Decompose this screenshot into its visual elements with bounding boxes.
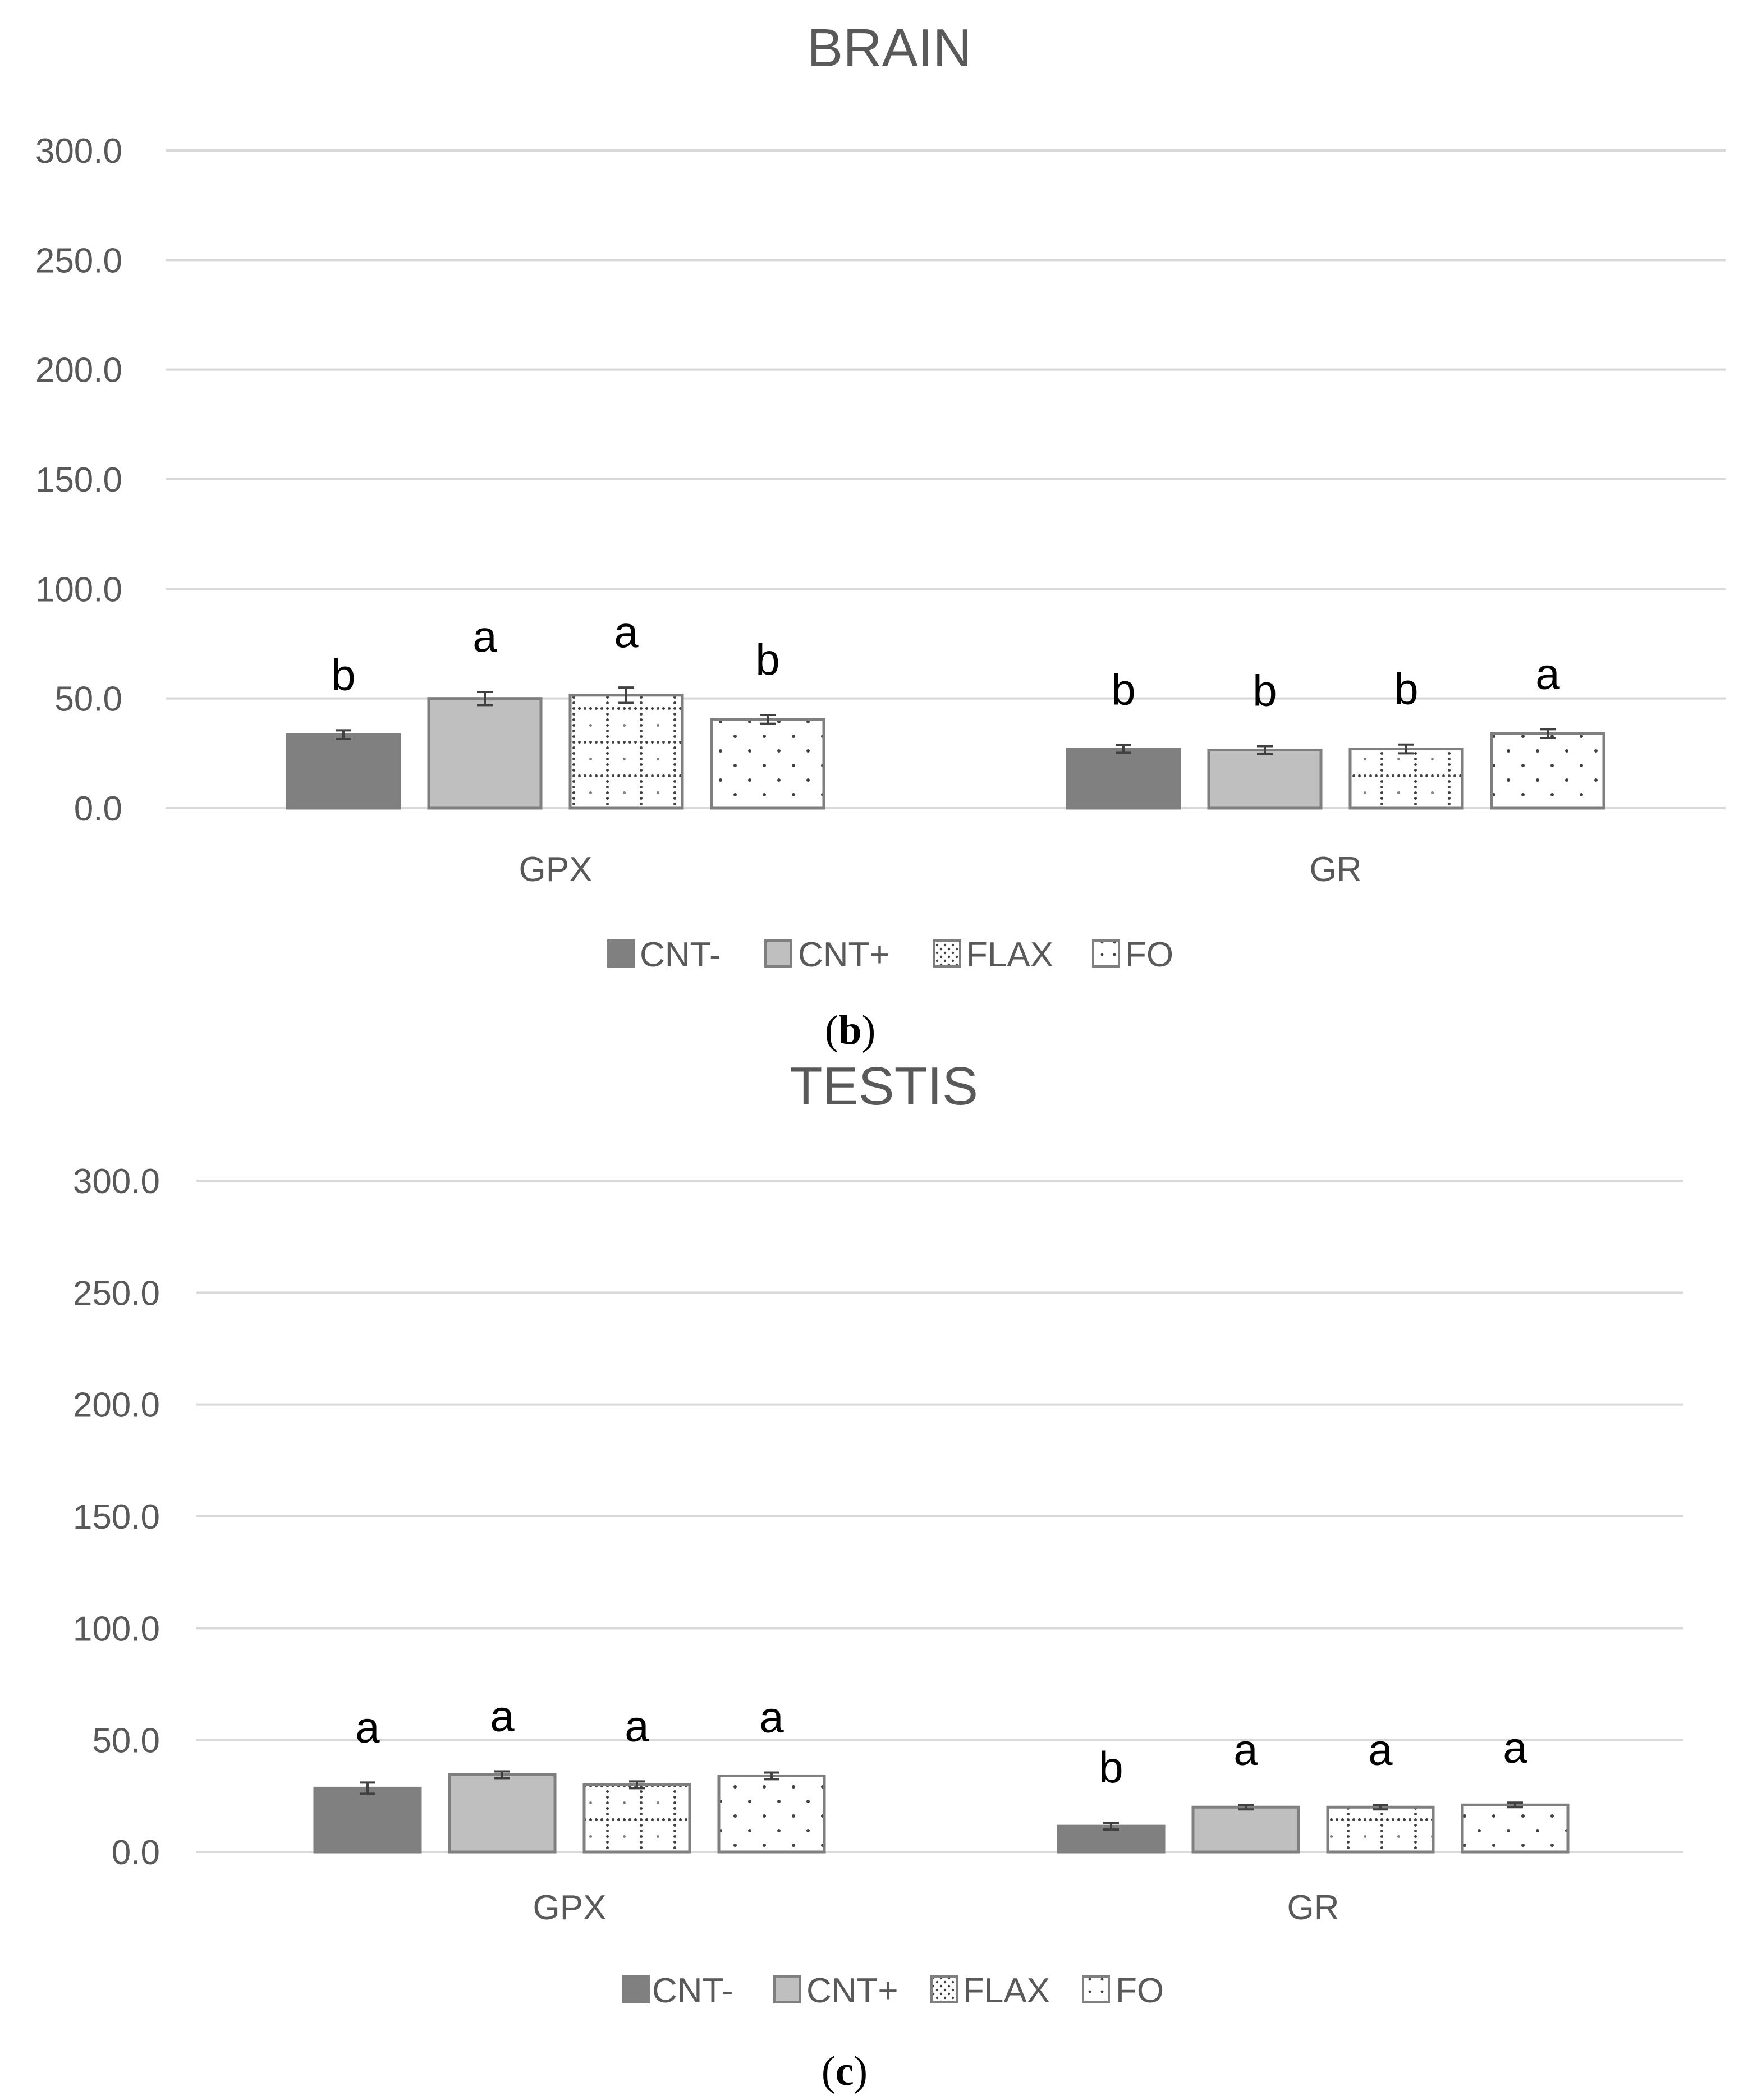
y-tick-label: 150.0 (35, 461, 122, 499)
panel-label-open-paren: ( (825, 1007, 839, 1053)
chart-testis: TESTIS 0.0 50.0 100.0 150.0 200.0 250.0 300.0 a a… (73, 1056, 1683, 2094)
bar (1066, 748, 1181, 810)
legend-swatch (1082, 1975, 1110, 2003)
significance-letter: b (1111, 664, 1135, 714)
legend-label: FO (1116, 1971, 1164, 2010)
significance-letter: a (355, 1702, 380, 1751)
significance-letter: b (1394, 664, 1418, 714)
x-category-label: GR (1287, 1888, 1339, 1927)
y-tick-label: 50.0 (92, 1722, 160, 1760)
legend-label: FLAX (966, 936, 1053, 974)
legend-swatch (607, 939, 635, 968)
panel-label: (b) (825, 1007, 875, 1053)
legend-label: CNT+ (798, 936, 890, 974)
legend: CNT- CNT+ FLAX FO (622, 1971, 1164, 2010)
significance-letter: b (1099, 1743, 1123, 1792)
y-tick-label: 50.0 (54, 680, 122, 719)
legend-label: FO (1125, 936, 1173, 974)
significance-letter: a (1233, 1725, 1258, 1774)
significance-letter: b (755, 635, 779, 684)
panel-label-letter: b (838, 1007, 861, 1053)
significance-letter: a (1535, 649, 1560, 698)
x-category-label: GR (1310, 850, 1362, 889)
y-tick-label: 250.0 (73, 1274, 160, 1313)
bar (1191, 1805, 1300, 1854)
bar (568, 694, 684, 810)
y-tick-label: 300.0 (35, 132, 122, 171)
legend-label: CNT+ (806, 1971, 898, 2010)
significance-letter: a (614, 607, 639, 657)
y-tick-label: 250.0 (35, 241, 122, 280)
bar (1207, 748, 1323, 810)
y-tick-label: 0.0 (112, 1833, 160, 1872)
significance-letter: a (1368, 1725, 1393, 1774)
legend-swatch (930, 1975, 958, 2003)
bar (448, 1773, 557, 1854)
bar (1326, 1805, 1435, 1854)
legend-swatch (1092, 939, 1120, 968)
y-tick-label: 0.0 (74, 790, 122, 828)
y-tick-label: 200.0 (35, 351, 122, 390)
y-tick-label: 150.0 (73, 1498, 160, 1537)
y-tick-label: 200.0 (73, 1386, 160, 1425)
bar (717, 1774, 826, 1854)
chart-title: BRAIN (807, 18, 971, 78)
bar (1348, 748, 1464, 810)
panel-label-letter: c (836, 2048, 854, 2094)
significance-letter: a (759, 1692, 784, 1741)
legend-swatch (622, 1975, 650, 2003)
legend-label: CNT- (640, 936, 721, 974)
legend-label: CNT- (652, 1971, 733, 2010)
y-tick-label: 100.0 (35, 570, 122, 609)
y-tick-label: 300.0 (73, 1162, 160, 1201)
significance-letter: b (331, 650, 355, 699)
bar (313, 1786, 422, 1854)
legend-label: FLAX (963, 1971, 1050, 2010)
panel-label-close-paren: ) (862, 1007, 876, 1053)
bar (1490, 732, 1605, 810)
x-category-label: GPX (533, 1888, 607, 1927)
legend-swatch (773, 1975, 801, 2003)
x-category-label: GPX (519, 850, 593, 889)
chart-brain: BRAIN 0.0 50.0 100.0 150.0 200.0 250.0 300.0 b a a… (35, 18, 1726, 1053)
legend-swatch (764, 939, 792, 968)
chart-title: TESTIS (790, 1056, 978, 1116)
bar (286, 733, 401, 810)
significance-letter: b (1252, 666, 1277, 715)
panel-label: (c) (822, 2048, 868, 2094)
bar (582, 1783, 691, 1854)
panel-label-open-paren: ( (822, 2048, 836, 2094)
legend-swatch (933, 939, 961, 968)
legend: CNT- CNT+ FLAX FO (607, 936, 1173, 974)
bar (427, 697, 543, 810)
significance-letter: a (625, 1701, 649, 1750)
significance-letter: a (490, 1691, 515, 1740)
charts-layer: BRAIN 0.0 50.0 100.0 150.0 200.0 250.0 300.0 b a a… (35, 18, 1726, 2094)
bar (710, 718, 825, 810)
panel-label-close-paren: ) (854, 2048, 868, 2094)
significance-letter: a (1503, 1722, 1527, 1772)
bar (1461, 1803, 1570, 1854)
y-tick-label: 100.0 (73, 1610, 160, 1648)
significance-letter: a (472, 612, 497, 661)
